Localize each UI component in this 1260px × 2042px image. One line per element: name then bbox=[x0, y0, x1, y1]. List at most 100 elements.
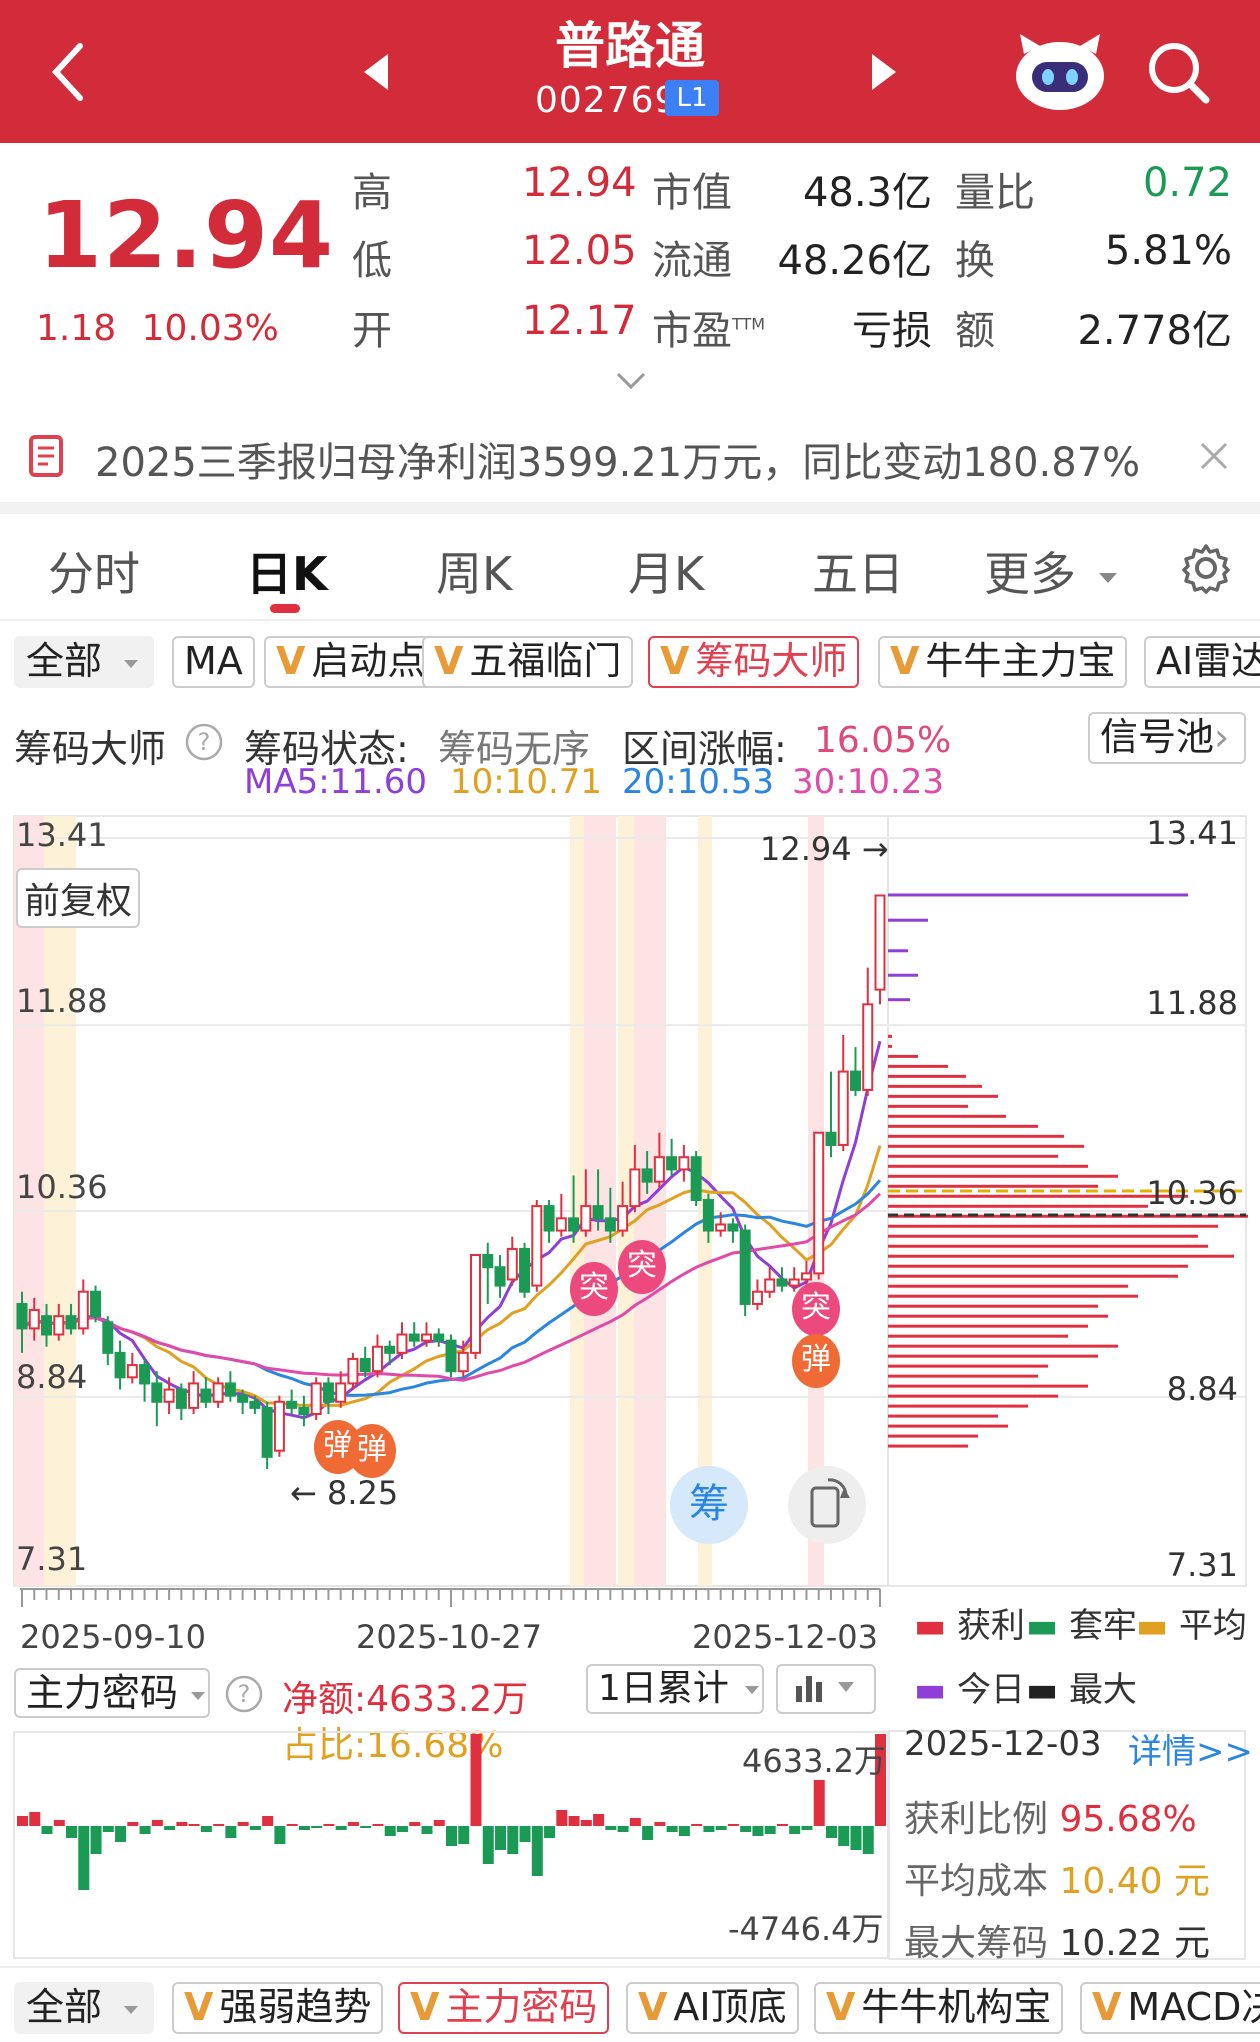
flow-bar bbox=[801, 1826, 813, 1830]
flow-bar bbox=[66, 1826, 78, 1838]
legend-average: ▬ 平均 bbox=[1136, 1598, 1247, 1647]
rebound-marker[interactable]: 弹 bbox=[792, 1334, 840, 1388]
tab-five-day[interactable]: 五日 bbox=[812, 547, 904, 601]
flow-bar bbox=[433, 1820, 445, 1826]
tab-monthly-k[interactable]: 月K bbox=[628, 547, 705, 601]
robot-assistant-icon[interactable] bbox=[1010, 28, 1110, 114]
adjust-mode-button[interactable]: 前复权 bbox=[16, 868, 141, 928]
indicator-launch-point[interactable]: V 启动点 bbox=[264, 636, 438, 688]
yaxis-right-5: 7.31 bbox=[1166, 1546, 1238, 1584]
kline-chart[interactable] bbox=[0, 810, 1260, 1810]
legend-swatch: ▬ bbox=[914, 1606, 947, 1646]
chart-type-selector[interactable] bbox=[776, 1664, 876, 1714]
candle-body bbox=[653, 1156, 665, 1183]
max-chip-value: 10.22 元 bbox=[1059, 1923, 1210, 1964]
candle-body bbox=[482, 1254, 494, 1269]
candle-body bbox=[77, 1290, 89, 1330]
ma20-legend: 20:10.53 bbox=[622, 762, 775, 802]
candle-body bbox=[359, 1357, 371, 1373]
flow-bar bbox=[825, 1826, 837, 1838]
indicator-strength-trend[interactable]: V 强弱趋势 bbox=[172, 1982, 384, 2034]
candle-body bbox=[384, 1345, 396, 1354]
rotate-screen-button[interactable] bbox=[788, 1466, 866, 1544]
candle-body bbox=[555, 1217, 567, 1232]
institution-label: 牛牛机构宝 bbox=[861, 1985, 1052, 2029]
stock-name: 普路通 bbox=[555, 17, 705, 75]
tab-daily-k[interactable]: 日K bbox=[246, 547, 328, 601]
back-arrow-icon[interactable] bbox=[48, 40, 88, 104]
candle-body bbox=[617, 1205, 629, 1232]
indicator-main-force-code[interactable]: V 主力密码 bbox=[398, 1982, 610, 2034]
indicator-institution[interactable]: V 牛牛机构宝 bbox=[814, 1982, 1064, 2034]
flow-bar bbox=[274, 1826, 286, 1844]
stat-label-volume-ratio: 量比 bbox=[955, 170, 1035, 216]
indicator-main-force[interactable]: V 牛牛主力宝 bbox=[878, 636, 1128, 688]
flow-bar bbox=[176, 1822, 188, 1826]
notice-bar[interactable]: 2025三季报归母净利润3599.21万元，同比变动180.87% bbox=[0, 412, 1260, 500]
chip-bar bbox=[888, 1064, 948, 1068]
highlight-band bbox=[14, 816, 44, 1586]
breakout-marker[interactable]: 突 bbox=[792, 1282, 840, 1336]
bottom-filter-dropdown[interactable]: 全部 bbox=[14, 1982, 154, 2034]
indicator-five-fortune[interactable]: V 五福临门 bbox=[422, 636, 634, 688]
pe-label-text: 市盈 bbox=[652, 308, 732, 354]
indicator-ai-top-bottom[interactable]: V AI顶底 bbox=[626, 1982, 799, 2034]
chip-bar-today bbox=[888, 918, 928, 922]
main-force-bar-chart[interactable] bbox=[0, 1730, 890, 1960]
search-icon[interactable] bbox=[1146, 40, 1212, 106]
main-force-selector[interactable]: 主力密码 bbox=[14, 1668, 210, 1718]
tab-weekly-k[interactable]: 周K bbox=[436, 547, 513, 601]
candle-body bbox=[175, 1388, 187, 1409]
tab-intraday[interactable]: 分时 bbox=[48, 547, 140, 601]
legend-trapped-label: 套牢 bbox=[1068, 1606, 1137, 1646]
flow-bar bbox=[507, 1826, 519, 1854]
low-price-label: ← 8.25 bbox=[290, 1474, 399, 1512]
candle-body bbox=[286, 1400, 298, 1409]
chip-bar bbox=[888, 1254, 1234, 1258]
next-stock-icon[interactable] bbox=[868, 52, 900, 92]
chip-bar bbox=[888, 1444, 968, 1448]
candle-body bbox=[494, 1266, 506, 1287]
signal-pool-button[interactable]: 信号池› bbox=[1088, 712, 1246, 764]
legend-trapped: ▬ 套牢 bbox=[1026, 1598, 1137, 1647]
candle-body bbox=[188, 1382, 200, 1409]
chip-bar bbox=[888, 1134, 1064, 1138]
yaxis-right-4: 8.84 bbox=[1166, 1370, 1238, 1408]
flow-bar bbox=[862, 1826, 874, 1854]
prev-stock-icon[interactable] bbox=[360, 52, 392, 92]
flow-bar bbox=[78, 1826, 90, 1890]
candle-body bbox=[825, 1131, 837, 1146]
close-icon[interactable] bbox=[1198, 440, 1230, 472]
expand-chevron-icon[interactable] bbox=[614, 370, 648, 392]
rebound-marker[interactable]: 弹 bbox=[348, 1424, 396, 1478]
candle-body bbox=[41, 1315, 53, 1336]
stat-label-low: 低 bbox=[352, 238, 392, 284]
tab-more[interactable]: 更多 bbox=[984, 538, 1119, 604]
indicator-chip-master[interactable]: V 筹码大师 bbox=[648, 636, 860, 688]
flow-bar bbox=[458, 1826, 470, 1844]
indicator-macd[interactable]: VMACD决策 bbox=[1080, 1982, 1260, 2034]
help-icon[interactable]: ? bbox=[224, 1674, 264, 1714]
candle-body bbox=[592, 1205, 604, 1220]
settings-gear-icon[interactable] bbox=[1180, 542, 1232, 594]
chip-info-date: 2025-12-03 bbox=[904, 1724, 1102, 1764]
dropdown-arrow-icon bbox=[745, 1686, 760, 1694]
help-icon[interactable]: ? bbox=[184, 722, 224, 762]
indicator-ai-radar[interactable]: AI雷达 bbox=[1144, 636, 1260, 688]
flow-bar bbox=[813, 1780, 825, 1826]
candle-body bbox=[531, 1205, 543, 1287]
candle-body bbox=[90, 1290, 102, 1318]
indicator-filter-dropdown[interactable]: 全部 bbox=[14, 636, 154, 688]
indicator-ma[interactable]: MA bbox=[172, 636, 255, 688]
chip-bar-today bbox=[888, 973, 918, 977]
candle-body bbox=[837, 1070, 849, 1146]
ma10-legend: 10:10.71 bbox=[450, 762, 603, 802]
breakout-marker[interactable]: 突 bbox=[570, 1262, 618, 1316]
breakout-marker[interactable]: 突 bbox=[618, 1240, 666, 1294]
flow-bar bbox=[764, 1826, 776, 1834]
period-selector[interactable]: 1日累计 bbox=[586, 1664, 764, 1714]
chip-toggle-button[interactable]: 筹 bbox=[670, 1466, 748, 1544]
tab-more-label: 更多 bbox=[984, 547, 1076, 601]
chip-details-link[interactable]: 详情>> bbox=[1128, 1732, 1253, 1772]
